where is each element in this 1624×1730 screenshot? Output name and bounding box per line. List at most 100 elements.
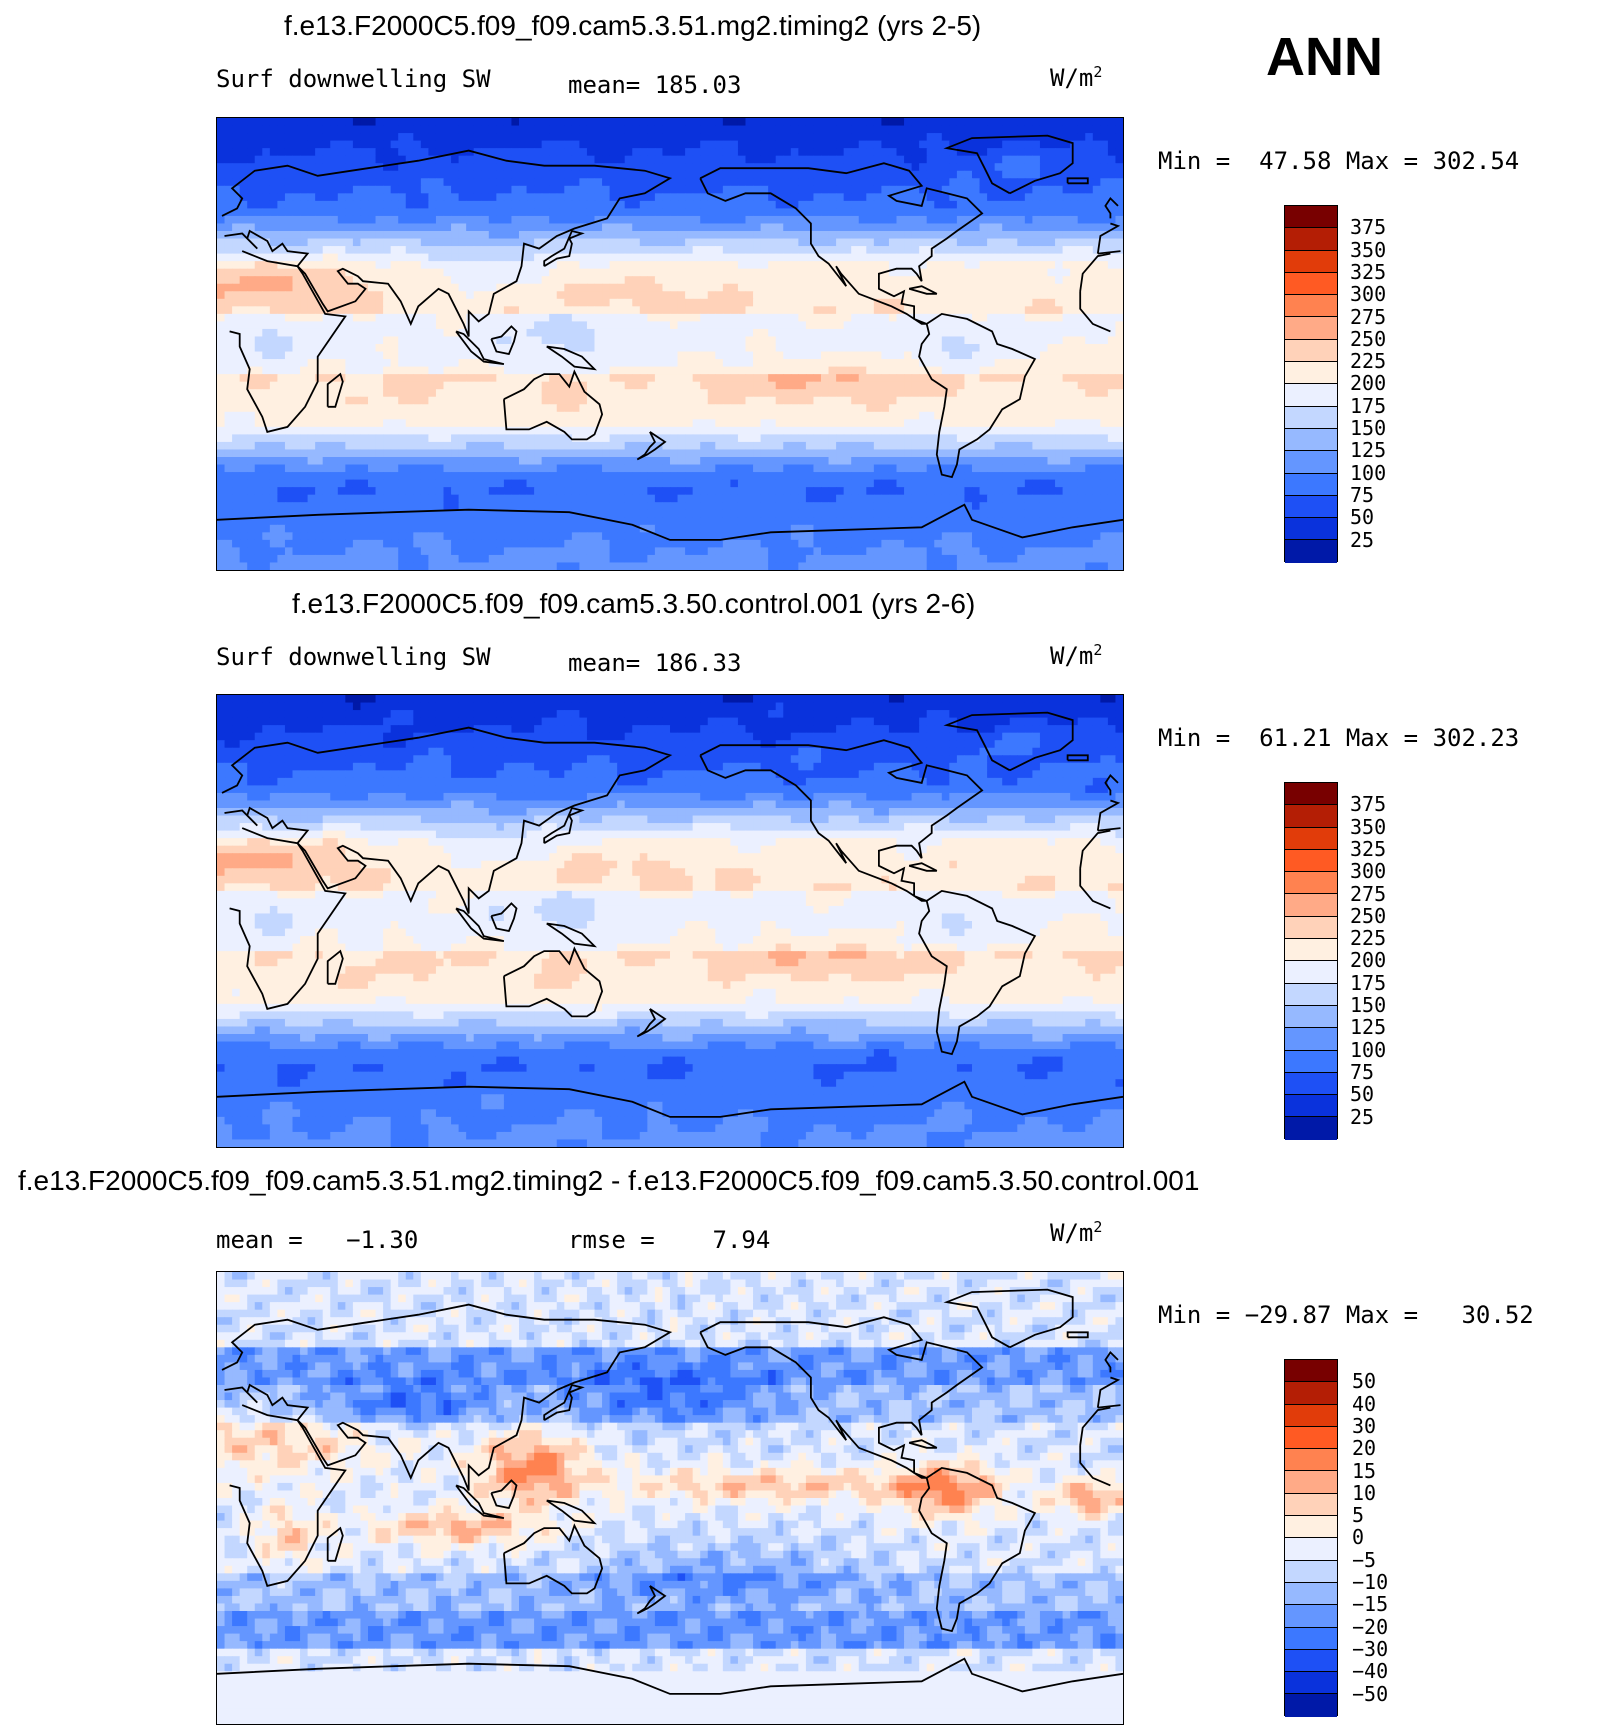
field-cell bbox=[964, 291, 973, 300]
field-cell bbox=[1092, 283, 1101, 292]
field-cell bbox=[375, 381, 384, 390]
field-cell bbox=[428, 238, 437, 247]
field-cell bbox=[987, 118, 996, 127]
field-cell bbox=[798, 193, 807, 202]
field-cell bbox=[617, 238, 626, 247]
field-cell bbox=[488, 178, 497, 187]
field-cell bbox=[405, 170, 414, 179]
field-cell bbox=[768, 125, 777, 134]
field-cell bbox=[602, 125, 611, 134]
field-cell bbox=[987, 185, 996, 194]
field-cell bbox=[670, 261, 679, 270]
field-cell bbox=[692, 276, 701, 285]
field-cell bbox=[368, 321, 377, 330]
field-cell bbox=[685, 359, 694, 368]
field-cell bbox=[247, 419, 256, 428]
field-cell bbox=[654, 359, 664, 368]
field-cell bbox=[692, 231, 701, 240]
field-cell bbox=[662, 215, 671, 225]
field-cell bbox=[511, 396, 520, 405]
field-cell bbox=[564, 268, 573, 277]
field-cell bbox=[254, 118, 263, 127]
field-cell bbox=[352, 351, 362, 360]
field-cell bbox=[451, 118, 460, 127]
field-cell bbox=[1009, 163, 1018, 172]
field-cell bbox=[519, 133, 528, 142]
field-cell bbox=[783, 140, 792, 149]
field-cell bbox=[473, 238, 482, 247]
field-cell bbox=[541, 246, 550, 255]
field-cell bbox=[609, 336, 618, 345]
field-cell bbox=[941, 215, 950, 225]
field-cell bbox=[315, 419, 324, 428]
field-cell bbox=[1055, 170, 1064, 179]
field-cell bbox=[602, 313, 611, 322]
field-cell bbox=[1115, 208, 1123, 217]
field-cell bbox=[481, 411, 490, 420]
field-cell bbox=[503, 374, 513, 383]
field-cell bbox=[360, 223, 369, 232]
field-cell bbox=[368, 306, 377, 315]
field-cell bbox=[1039, 374, 1049, 383]
field-cell bbox=[775, 261, 784, 270]
field-cell bbox=[715, 404, 724, 413]
field-cell bbox=[737, 215, 747, 225]
field-cell bbox=[1107, 336, 1117, 345]
field-cell bbox=[813, 268, 822, 277]
field-cell bbox=[654, 404, 664, 413]
field-cell bbox=[420, 231, 429, 240]
field-cell bbox=[737, 125, 747, 134]
field-cell bbox=[662, 238, 671, 247]
field-cell bbox=[1024, 306, 1033, 315]
field-cell bbox=[821, 291, 830, 300]
field-cell bbox=[315, 389, 324, 398]
field-cell bbox=[994, 178, 1003, 187]
field-cell bbox=[956, 411, 966, 420]
field-cell bbox=[836, 396, 845, 405]
field-cell bbox=[994, 238, 1003, 247]
field-cell bbox=[760, 336, 769, 345]
field-cell bbox=[330, 140, 339, 149]
field-cell bbox=[836, 261, 845, 270]
field-cell bbox=[1092, 133, 1101, 142]
field-cell bbox=[745, 366, 754, 375]
field-cell bbox=[790, 200, 799, 209]
field-cell bbox=[466, 404, 475, 413]
field-cell bbox=[556, 366, 565, 375]
field-cell bbox=[805, 200, 815, 209]
field-cell bbox=[602, 381, 611, 390]
field-cell bbox=[858, 246, 867, 255]
field-cell bbox=[836, 163, 845, 172]
field-cell bbox=[609, 419, 618, 428]
field-cell bbox=[760, 155, 769, 164]
field-cell bbox=[956, 155, 966, 164]
field-cell bbox=[753, 389, 762, 398]
field-cell bbox=[866, 336, 875, 345]
field-cell bbox=[300, 185, 309, 194]
field-cell bbox=[262, 200, 271, 209]
field-cell bbox=[269, 306, 278, 315]
field-cell bbox=[677, 261, 686, 270]
field-cell bbox=[564, 118, 573, 127]
field-cell bbox=[949, 268, 958, 277]
field-cell bbox=[481, 148, 490, 157]
field-cell bbox=[519, 231, 528, 240]
field-cell bbox=[949, 351, 958, 360]
field-cell bbox=[670, 155, 679, 164]
field-cell bbox=[375, 313, 384, 322]
field-cell bbox=[949, 344, 958, 353]
field-cell bbox=[972, 261, 981, 270]
field-cell bbox=[481, 215, 490, 225]
field-cell bbox=[670, 396, 679, 405]
field-cell bbox=[715, 411, 724, 420]
field-cell bbox=[685, 246, 694, 255]
field-cell bbox=[239, 291, 248, 300]
field-cell bbox=[1002, 200, 1011, 209]
field-cell bbox=[753, 170, 762, 179]
field-cell bbox=[541, 170, 550, 179]
field-cell bbox=[1039, 193, 1049, 202]
field-cell bbox=[677, 344, 686, 353]
field-cell bbox=[488, 246, 497, 255]
field-cell bbox=[692, 419, 701, 428]
field-cell bbox=[526, 321, 535, 330]
